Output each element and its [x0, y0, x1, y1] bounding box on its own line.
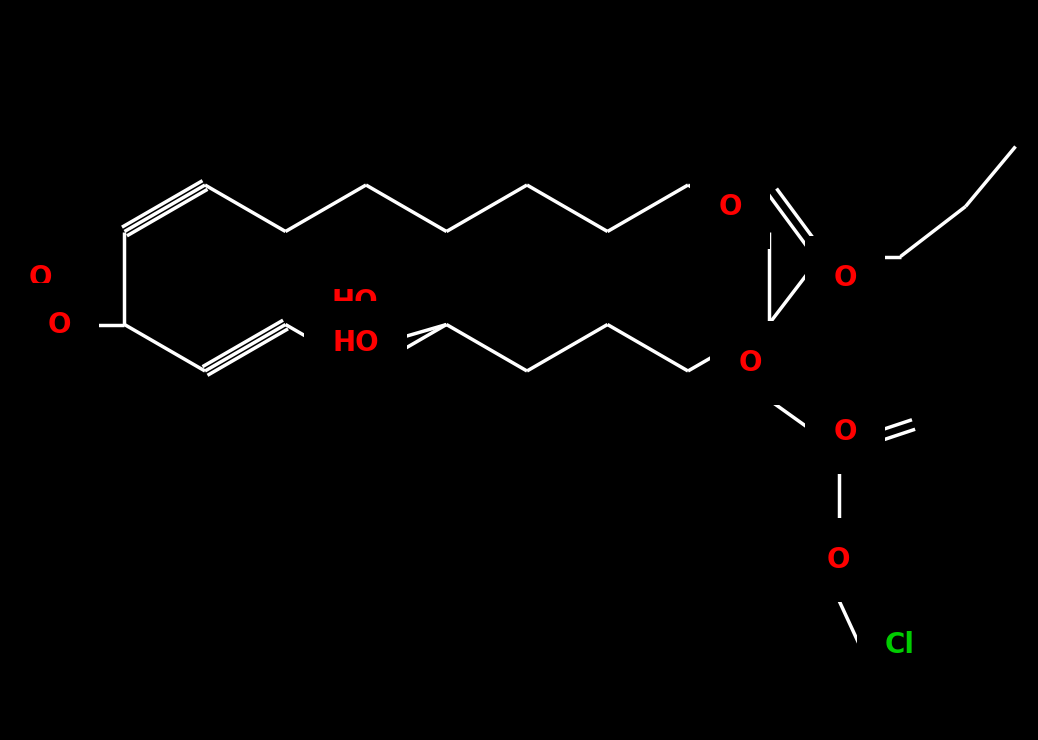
- Text: HO: HO: [333, 329, 380, 357]
- Text: O: O: [48, 311, 72, 338]
- Text: O: O: [834, 264, 856, 292]
- Text: O: O: [718, 193, 742, 221]
- Text: O: O: [28, 264, 52, 292]
- Text: Cl: Cl: [885, 631, 916, 659]
- Text: O: O: [738, 349, 762, 377]
- Text: O: O: [826, 546, 850, 574]
- Text: O: O: [834, 418, 856, 446]
- Text: HO: HO: [331, 288, 378, 316]
